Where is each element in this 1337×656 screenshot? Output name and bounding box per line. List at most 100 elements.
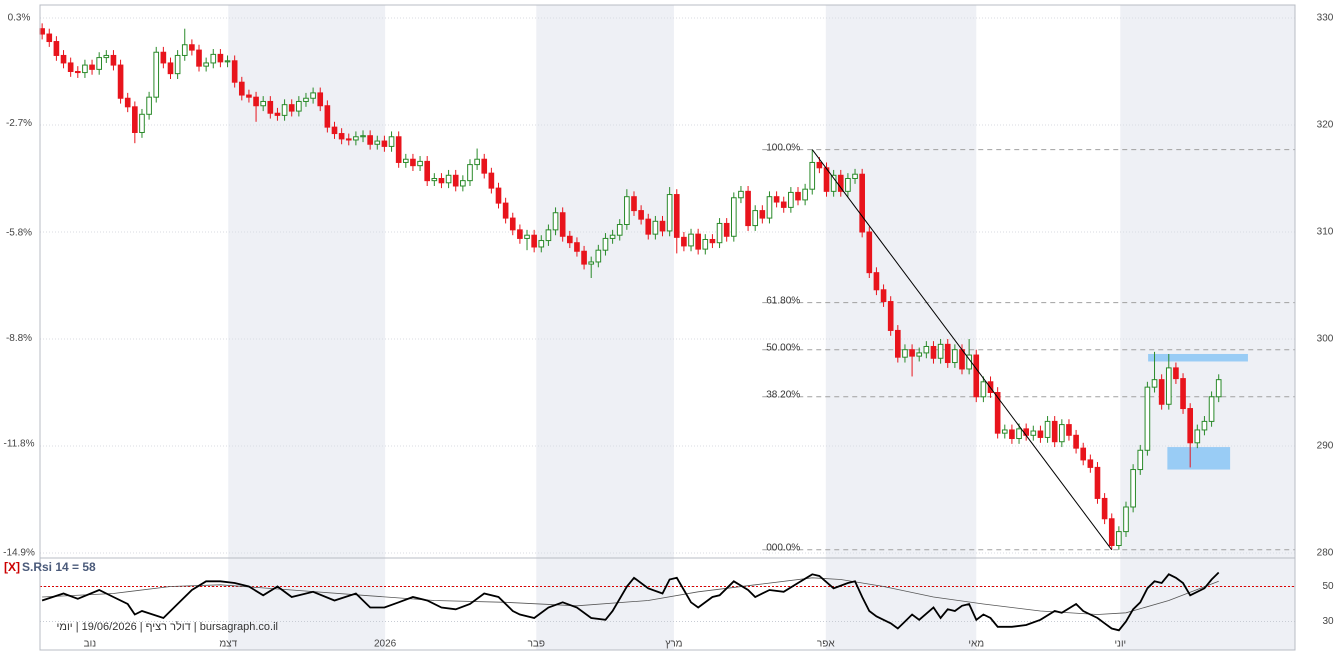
fib-label: 61.80% <box>766 295 800 306</box>
candle-body <box>1123 506 1129 533</box>
candle-body <box>566 235 573 244</box>
candle-body <box>1173 367 1179 380</box>
candle-body <box>524 234 530 239</box>
candle-body <box>1044 420 1051 438</box>
candle-body <box>260 100 267 107</box>
candle-body <box>1165 367 1172 405</box>
candle-body <box>117 64 124 99</box>
candle-body <box>174 54 181 75</box>
candle-body <box>759 210 766 219</box>
candle-body <box>581 250 587 265</box>
candle-body <box>880 289 887 303</box>
candle-body <box>802 188 808 201</box>
candle-body <box>909 349 915 357</box>
candle-body <box>873 272 880 291</box>
candle-body <box>709 238 716 244</box>
candle-body <box>631 196 637 212</box>
candle-body <box>445 174 452 184</box>
candle-body <box>895 329 901 358</box>
candle-body <box>1073 434 1079 449</box>
candle-body <box>1016 428 1022 440</box>
candle-body <box>1059 424 1065 443</box>
candle-body <box>1009 429 1015 440</box>
grid <box>40 17 1295 622</box>
candle-body <box>1051 420 1058 443</box>
candle-body <box>395 136 402 163</box>
candle-body <box>238 81 245 96</box>
plot-frame <box>39 4 1296 651</box>
candle-body <box>74 71 81 74</box>
candle-body <box>823 167 830 192</box>
candle-body <box>139 113 145 133</box>
candle-body <box>1087 459 1094 468</box>
candle-body <box>1023 428 1029 436</box>
candle-body <box>82 64 88 74</box>
candle-body <box>67 62 74 72</box>
candle-body <box>1030 430 1037 436</box>
candle-body <box>673 194 680 238</box>
candle-body <box>367 135 373 145</box>
candle-body <box>716 222 723 244</box>
candle-body <box>1137 449 1144 471</box>
candle-body <box>845 178 851 192</box>
fib-label: 100.0% <box>766 142 800 153</box>
zone <box>1167 447 1231 470</box>
candle-body <box>552 212 559 231</box>
candle-body <box>538 240 545 248</box>
candle-body <box>160 51 167 64</box>
candle-body <box>980 381 987 398</box>
candle-body <box>887 301 894 331</box>
candle-body <box>609 234 616 239</box>
candle-body <box>1215 379 1222 398</box>
y2-tick-label: -14.9% <box>3 548 35 559</box>
candle-body <box>788 191 794 208</box>
y-tick-label: 320 <box>1317 120 1334 131</box>
candle-body <box>916 352 923 357</box>
candle-body <box>253 96 259 107</box>
fib-label: 000.0% <box>766 542 800 553</box>
candle-body <box>39 28 45 35</box>
candle-body <box>103 54 110 59</box>
candle-body <box>381 140 388 147</box>
footer: bursagraph.co.il | דולר רציף | 19/06/202… <box>57 620 278 633</box>
candle-body <box>624 196 630 226</box>
candle-body <box>60 54 67 64</box>
candle-body <box>89 64 95 70</box>
candle-body <box>1144 386 1151 451</box>
y-tick-label: 330 <box>1317 13 1334 24</box>
candle-body <box>288 104 295 112</box>
candle-body <box>402 158 409 163</box>
candle-body <box>574 242 580 252</box>
candle-body <box>923 345 930 354</box>
candle-body <box>517 229 523 239</box>
candle-body <box>231 60 238 83</box>
candle-body <box>203 62 209 67</box>
candle-body <box>281 104 288 116</box>
candle-body <box>1208 396 1215 422</box>
candle-body <box>502 202 509 219</box>
marks <box>39 23 1248 632</box>
y-tick-label: 280 <box>1317 548 1334 559</box>
candle-body <box>780 201 787 208</box>
candle-body <box>559 212 566 237</box>
candle-body <box>645 218 652 235</box>
x-tick-label: מאי <box>968 639 984 650</box>
candle-body <box>124 97 131 108</box>
candle-body <box>795 191 801 201</box>
rsi-line <box>41 571 1220 632</box>
fib-label: 38.20% <box>766 389 800 400</box>
candle-body <box>324 105 331 128</box>
candle-body <box>1094 466 1101 499</box>
candle-body <box>859 173 865 233</box>
candle-body <box>1151 379 1158 388</box>
candle-body <box>837 174 844 192</box>
candle-body <box>310 92 316 99</box>
candle-body <box>1187 408 1193 444</box>
zone <box>1148 353 1248 362</box>
candle-body <box>467 164 473 182</box>
candle-body <box>96 57 103 70</box>
candle-body <box>296 100 302 112</box>
candle-body <box>345 138 352 141</box>
candle-body <box>752 210 759 227</box>
